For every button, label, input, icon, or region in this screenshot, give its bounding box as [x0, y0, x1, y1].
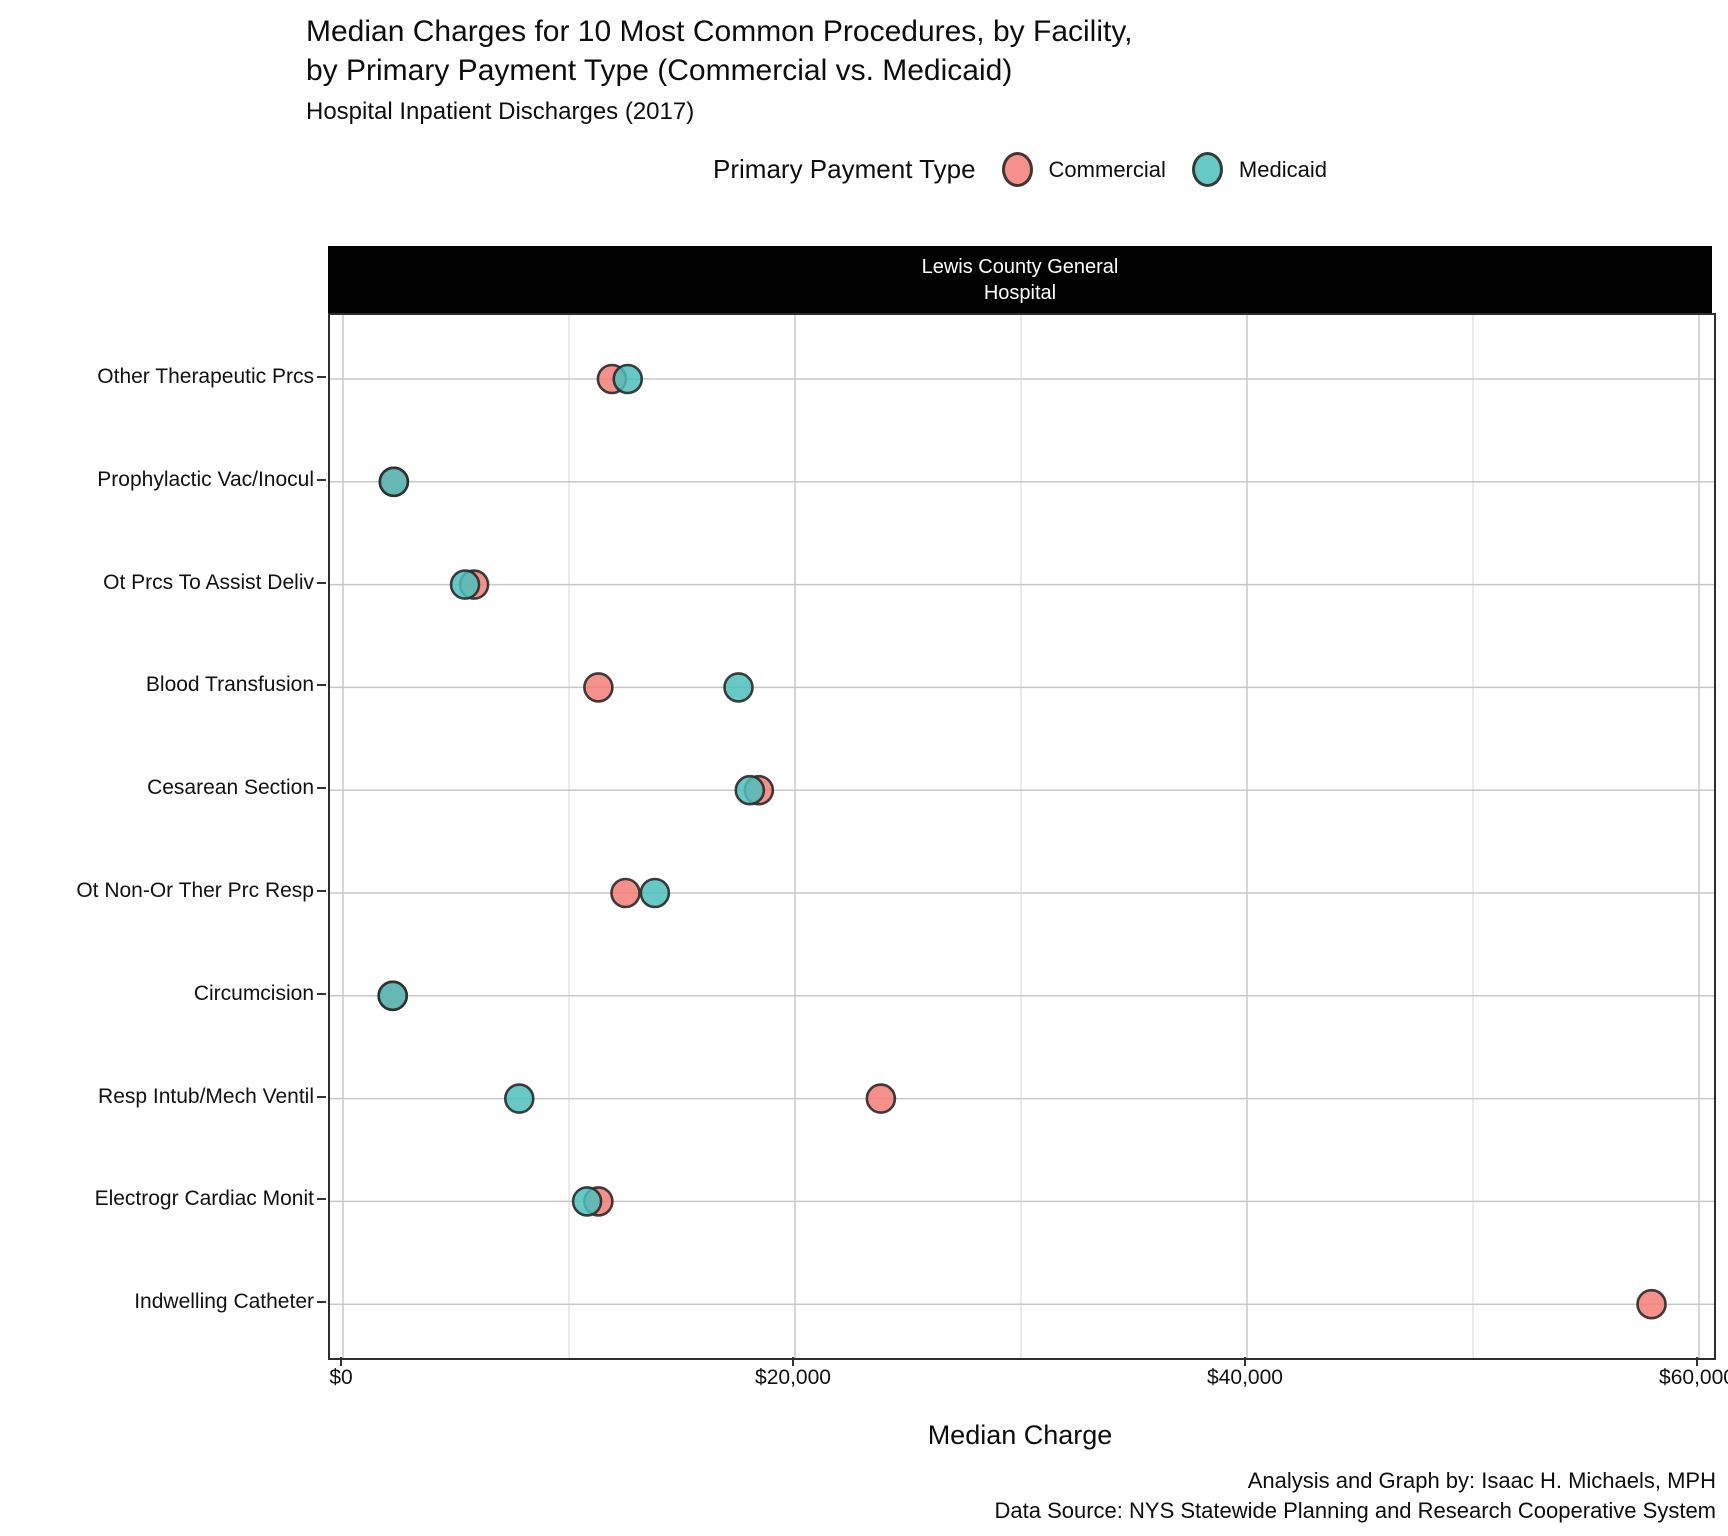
data-point-medicaid — [612, 363, 644, 395]
x-tick-mark — [340, 1357, 342, 1366]
data-point-commercial — [1636, 1288, 1667, 1320]
x-axis-tick-labels: $0 $20,000 $40,000 $60,000 — [0, 1366, 1728, 1396]
x-tick-mark — [792, 1357, 794, 1366]
y-tick-mark — [317, 581, 326, 584]
chart-title-line2: by Primary Payment Type (Commercial vs. … — [306, 54, 1013, 87]
y-tick-mark — [317, 992, 326, 995]
x-tick-label: $0 — [329, 1366, 353, 1389]
y-category-label: Prophylactic Vac/Inocul — [97, 467, 314, 491]
y-category-label: Ot Prcs To Assist Deliv — [103, 570, 314, 594]
y-axis-labels: Other Therapeutic Prcs Prophylactic Vac/I… — [0, 313, 314, 1356]
y-category-label: Ot Non-Or Ther Prc Resp — [76, 879, 314, 902]
plot-panel — [328, 313, 1716, 1360]
y-category-label: Circumcision — [193, 981, 314, 1005]
y-category-label: Resp Intub/Mech Ventil — [98, 1084, 314, 1108]
footer-analysis-credit: Analysis and Graph by: Isaac H. Michaels… — [1247, 1468, 1716, 1493]
y-tick-mark — [317, 1095, 326, 1098]
data-point-medicaid — [377, 980, 409, 1012]
y-category-label: Other Therapeutic Prcs — [97, 365, 314, 388]
x-axis-title: Median Charge — [927, 1420, 1113, 1450]
y-category-label: Cesarean Section — [147, 776, 314, 800]
facet-strip: Lewis County General Hospital — [328, 246, 1712, 313]
facet-strip-line1: Lewis County General — [921, 255, 1119, 278]
legend-item-medicaid: Medicaid — [1191, 152, 1327, 187]
footer-data-source: Data Source: NYS Statewide Planning and … — [994, 1498, 1717, 1523]
y-tick-mark — [317, 684, 326, 687]
data-point-medicaid — [734, 774, 766, 806]
x-tick-label: $40,000 — [1207, 1366, 1283, 1389]
data-point-commercial — [610, 877, 641, 909]
y-tick-mark — [317, 787, 326, 790]
legend-title: Primary Payment Type — [713, 154, 976, 184]
legend-label-medicaid: Medicaid — [1238, 156, 1327, 182]
x-tick-label: $20,000 — [755, 1366, 831, 1389]
facet-strip-line2: Hospital — [983, 281, 1057, 304]
data-point-medicaid — [449, 569, 481, 600]
legend: Primary Payment Type Commercial Medicaid — [328, 152, 1712, 187]
data-point-medicaid — [571, 1186, 603, 1217]
data-point-commercial — [583, 672, 614, 703]
chart-title-line1: Median Charges for 10 Most Common Proced… — [306, 15, 1133, 48]
y-category-label: Blood Transfusion — [145, 673, 314, 697]
y-category-label: Electrogr Cardiac Monit — [94, 1187, 314, 1211]
data-point-medicaid — [723, 672, 754, 703]
x-tick-mark — [1244, 1357, 1246, 1366]
data-point-medicaid — [639, 877, 671, 909]
data-point-commercial — [865, 1083, 897, 1114]
chart-title: Median Charges for 10 Most Common Proced… — [306, 12, 1132, 90]
y-category-label: Indwelling Catheter — [134, 1290, 314, 1314]
commercial-dot-icon — [1001, 152, 1033, 187]
y-tick-mark — [317, 376, 326, 378]
x-tick-label: $60,000 — [1659, 1366, 1728, 1389]
plot-area — [330, 315, 1714, 1358]
legend-label-commercial: Commercial — [1048, 156, 1166, 182]
y-tick-mark — [317, 1301, 326, 1304]
y-tick-mark — [317, 478, 326, 481]
data-point-medicaid — [378, 466, 410, 498]
y-tick-mark — [317, 890, 326, 892]
medicaid-dot-icon — [1191, 152, 1223, 187]
footer-credits: Analysis and Graph by: Isaac H. Michaels… — [995, 1466, 1717, 1526]
legend-item-commercial: Commercial — [1001, 152, 1166, 187]
x-tick-mark — [1696, 1357, 1698, 1366]
chart-subtitle: Hospital Inpatient Discharges (2017) — [306, 98, 695, 125]
y-tick-mark — [317, 1198, 326, 1201]
data-point-medicaid — [503, 1083, 535, 1114]
